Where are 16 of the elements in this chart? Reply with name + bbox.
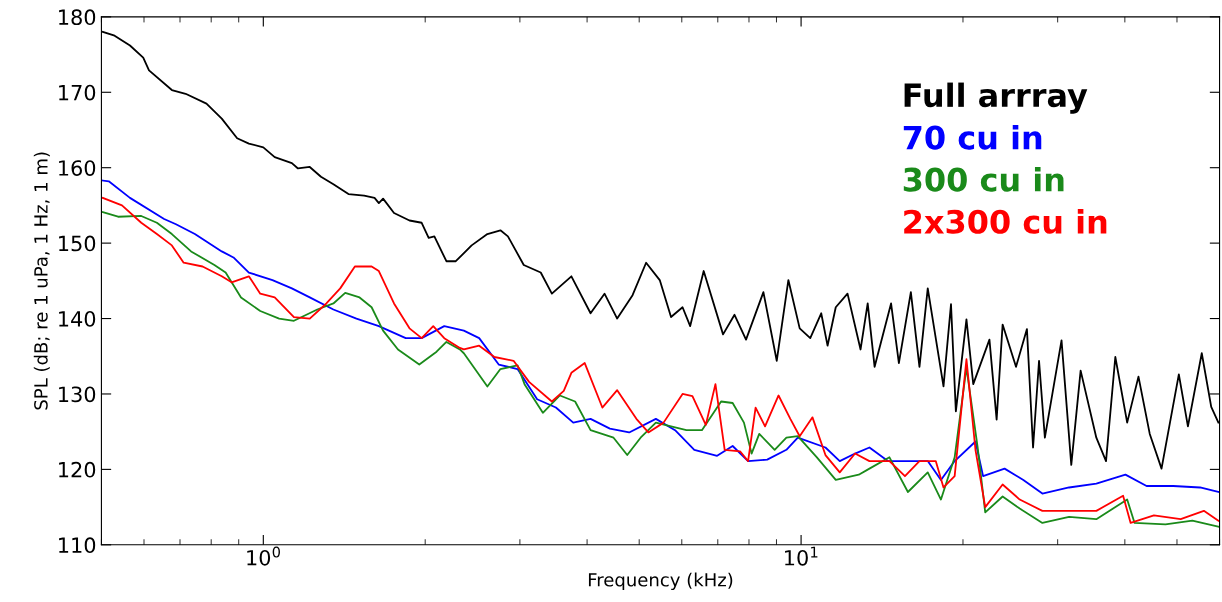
x-axis-title: Frequency (kHz) (588, 572, 733, 591)
text: 2x300 cu in (904, 209, 1107, 234)
text: 70 cu in (903, 124, 1042, 150)
y-tick-label: 130 (59, 386, 96, 403)
y-tick-label: 140 (59, 311, 96, 327)
x-tick-label: 10$^{1}$ (785, 546, 818, 566)
text: 300 cu in (903, 167, 1064, 192)
y-tick-label: 150 (59, 235, 96, 252)
text: Full arrray (904, 82, 1088, 114)
y-tick-label: 180 (59, 9, 96, 26)
y-tick-label: 120 (59, 461, 96, 478)
y-tick-label: 110 (59, 537, 96, 554)
x-tick-label: 10$^{0}$ (247, 546, 280, 566)
y-tick-label: 170 (59, 84, 96, 101)
y-axis-title: SPL (dB; re 1 uPa, 1 Hz, 1 m) (33, 152, 50, 410)
y-tick-label: 160 (59, 160, 96, 176)
